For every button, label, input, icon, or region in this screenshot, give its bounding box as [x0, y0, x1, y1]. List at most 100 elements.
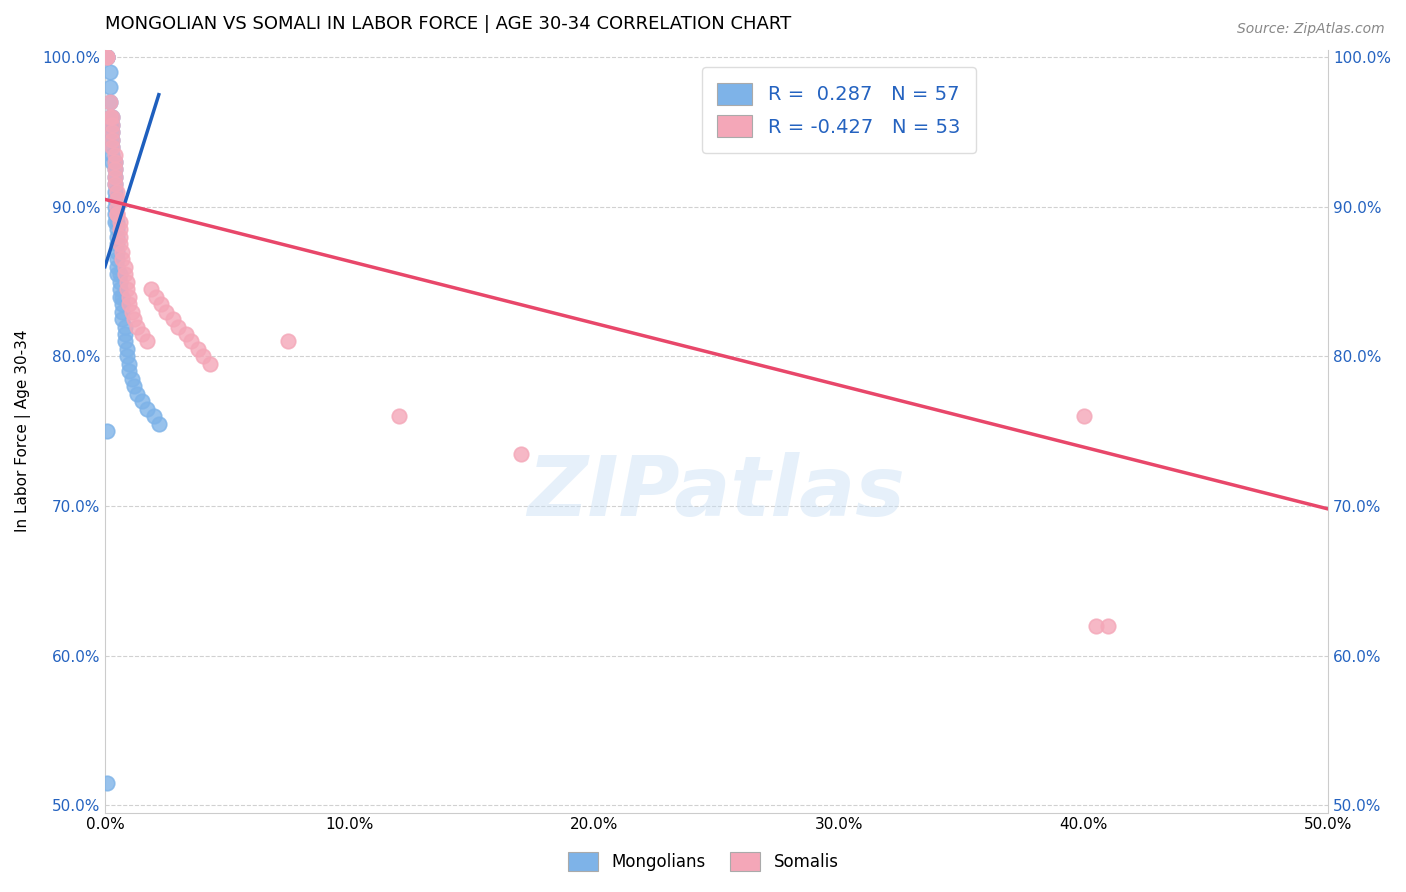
Point [125, 319, 148, 334]
Point [108, 229, 131, 244]
Point [101, 140, 124, 154]
Legend: Mongolians, Somalis: Mongolians, Somalis [560, 843, 846, 880]
Point [105, 200, 128, 214]
Point [180, 334, 202, 349]
Point [104, 155, 127, 169]
Point [155, 304, 177, 318]
Point [101, 125, 124, 139]
Point [142, 409, 165, 424]
Point [114, 326, 136, 341]
Point [104, 162, 127, 177]
Point [121, 304, 143, 318]
Text: Source: ZipAtlas.com: Source: ZipAtlas.com [1237, 22, 1385, 37]
Point [101, 110, 124, 124]
Point [104, 215, 127, 229]
Point [111, 312, 134, 326]
Point [101, 125, 124, 139]
Point [111, 252, 134, 267]
Point [105, 252, 128, 267]
Point [105, 215, 128, 229]
Point [96, 50, 118, 64]
Point [105, 185, 128, 199]
Point [108, 215, 131, 229]
Legend: R =  0.287   N = 57, R = -0.427   N = 53: R = 0.287 N = 57, R = -0.427 N = 53 [702, 67, 976, 153]
Point [104, 155, 127, 169]
Point [108, 267, 131, 281]
Point [104, 200, 127, 214]
Point [141, 282, 163, 296]
Point [135, 401, 157, 416]
Point [111, 244, 134, 259]
Point [121, 372, 143, 386]
Point [124, 379, 146, 393]
Point [118, 364, 141, 378]
Point [105, 222, 128, 236]
Point [101, 140, 124, 154]
Point [105, 229, 128, 244]
Point [191, 350, 214, 364]
Point [115, 350, 138, 364]
Point [114, 334, 136, 349]
Point [150, 297, 173, 311]
Point [104, 193, 127, 207]
Point [96, 50, 118, 64]
Point [104, 169, 127, 184]
Point [108, 282, 131, 296]
Point [387, 409, 409, 424]
Point [105, 207, 128, 221]
Point [131, 394, 153, 409]
Point [98, 95, 121, 110]
Point [105, 244, 128, 259]
Point [509, 447, 531, 461]
Point [101, 147, 124, 161]
Point [104, 178, 127, 192]
Point [118, 290, 141, 304]
Point [105, 207, 128, 221]
Point [198, 357, 221, 371]
Point [104, 162, 127, 177]
Point [108, 237, 131, 252]
Point [101, 118, 124, 132]
Point [167, 319, 190, 334]
Point [101, 132, 124, 146]
Point [98, 118, 121, 132]
Point [104, 185, 127, 199]
Point [101, 110, 124, 124]
Point [187, 342, 209, 356]
Point [125, 386, 148, 401]
Point [111, 297, 134, 311]
Point [114, 319, 136, 334]
Point [111, 304, 134, 318]
Point [118, 357, 141, 371]
Point [162, 312, 184, 326]
Point [101, 155, 124, 169]
Text: ZIPatlas: ZIPatlas [527, 451, 905, 533]
Point [98, 110, 121, 124]
Point [108, 290, 131, 304]
Point [105, 237, 128, 252]
Point [105, 260, 128, 274]
Point [104, 147, 127, 161]
Point [115, 342, 138, 356]
Y-axis label: In Labor Force | Age 30-34: In Labor Force | Age 30-34 [15, 330, 31, 533]
Point [1084, 618, 1107, 632]
Point [101, 118, 124, 132]
Point [96, 50, 118, 64]
Point [111, 290, 134, 304]
Point [145, 290, 167, 304]
Point [124, 312, 146, 326]
Point [108, 275, 131, 289]
Point [1365, 432, 1388, 446]
Point [118, 297, 141, 311]
Point [104, 207, 127, 221]
Point [148, 417, 170, 431]
Point [104, 169, 127, 184]
Text: MONGOLIAN VS SOMALI IN LABOR FORCE | AGE 30-34 CORRELATION CHART: MONGOLIAN VS SOMALI IN LABOR FORCE | AGE… [105, 15, 792, 33]
Point [114, 260, 136, 274]
Point [101, 132, 124, 146]
Point [98, 65, 121, 79]
Point [277, 334, 299, 349]
Point [96, 50, 118, 64]
Point [114, 267, 136, 281]
Point [108, 222, 131, 236]
